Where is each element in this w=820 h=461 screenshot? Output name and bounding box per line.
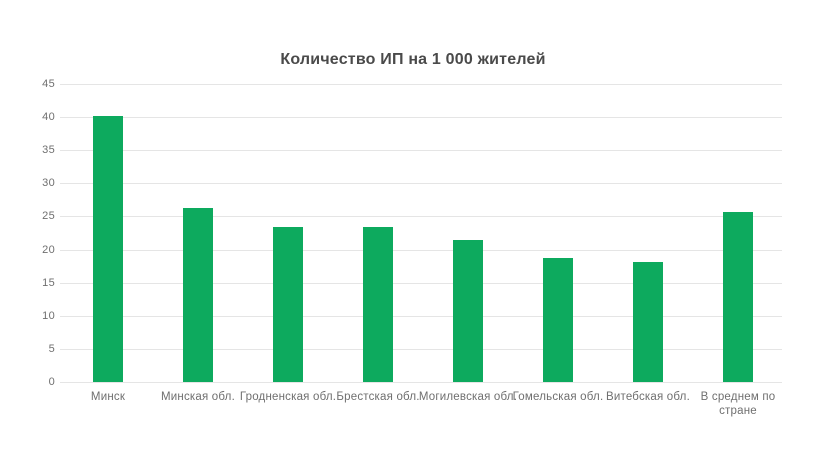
y-tick-label: 15 xyxy=(42,276,55,289)
y-tick-label: 40 xyxy=(42,111,55,124)
gridline xyxy=(60,315,782,317)
gridline xyxy=(60,183,782,185)
bar-5 xyxy=(453,240,483,382)
gridline xyxy=(60,348,782,350)
bar-3 xyxy=(273,227,303,382)
x-axis-label-7: Витебская обл. xyxy=(606,391,690,403)
y-tick-label: 45 xyxy=(42,78,55,90)
x-axis-label-8: В среднем по стране xyxy=(700,391,776,417)
y-tick-label: 0 xyxy=(48,376,55,388)
gridline xyxy=(60,84,782,85)
x-axis-label-2: Минская обл. xyxy=(161,391,235,403)
gridline xyxy=(60,282,782,284)
gridline xyxy=(60,150,782,152)
bar-4 xyxy=(363,227,393,382)
y-tick-label: 30 xyxy=(42,177,55,190)
x-axis-label-5: Могилевская обл. xyxy=(418,391,518,403)
x-axis-label-6: Гомельская обл. xyxy=(512,391,604,403)
y-tick-label: 35 xyxy=(42,144,55,157)
x-axis-label-1: Минск xyxy=(90,391,126,403)
bar-column-1: Минск xyxy=(63,84,153,403)
bar-column-3: Гродненская обл. xyxy=(240,84,336,403)
x-axis-label-4: Брестская обл. xyxy=(336,391,420,403)
bar-1 xyxy=(93,116,123,382)
gridline xyxy=(60,382,782,383)
bar-7 xyxy=(633,262,663,382)
bar-column-6: Гомельская обл. xyxy=(513,84,603,403)
bar-column-7: Витебская обл. xyxy=(603,84,693,403)
x-axis-label-3: Гродненская обл. xyxy=(239,391,337,403)
y-tick-label: 5 xyxy=(48,342,55,355)
bar-column-2: Минская обл. xyxy=(153,84,243,403)
chart-title: Количество ИП на 1 000 жителей xyxy=(280,51,546,68)
gridline xyxy=(60,117,782,119)
bar-8 xyxy=(723,211,753,382)
gridline xyxy=(60,216,782,218)
bar-6 xyxy=(543,258,573,382)
y-tick-label: 20 xyxy=(42,243,55,256)
bars: Минск Минская обл. Гродненская обл. Брестск… xyxy=(63,84,783,417)
bar-column-4: Брестская обл. xyxy=(333,84,423,403)
bar-column-5: Могилевская обл. xyxy=(419,84,517,403)
y-tick-label: 10 xyxy=(42,309,55,322)
plot-area: Минск Минская обл. Гродненская обл. Брестск… xyxy=(60,84,783,417)
bar-column-8: В среднем по стране xyxy=(693,84,783,417)
y-axis: 0 5 10 15 20 25 30 35 40 45 xyxy=(0,78,55,388)
bar-2 xyxy=(183,207,213,382)
gridline xyxy=(60,249,782,251)
y-tick-label: 25 xyxy=(42,210,55,223)
